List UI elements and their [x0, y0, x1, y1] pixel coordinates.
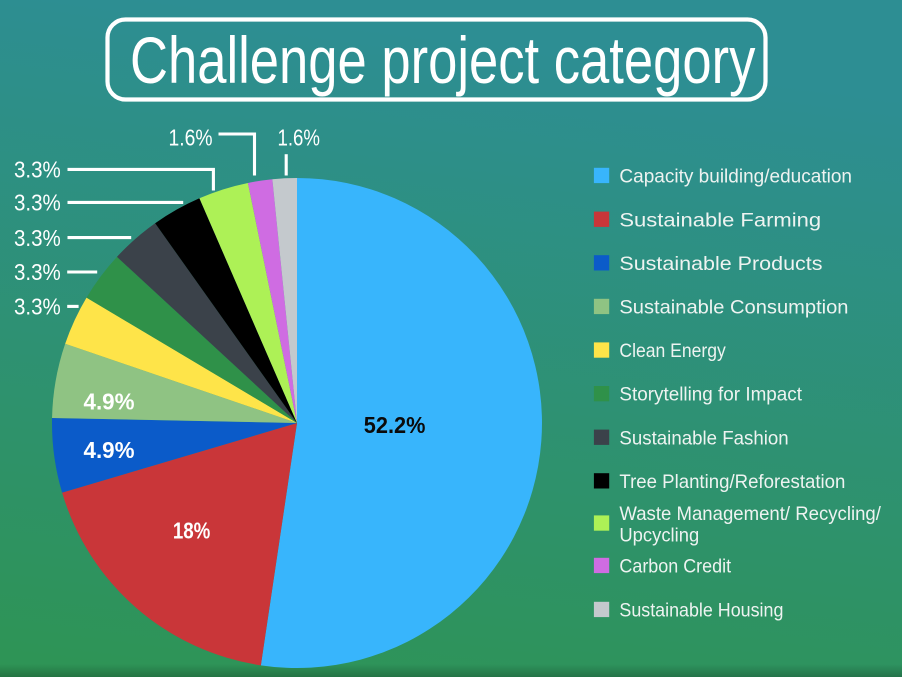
svg-text:Carbon Credit: Carbon Credit: [619, 556, 731, 578]
svg-text:Sustainable Products: Sustainable Products: [619, 253, 822, 275]
svg-text:Upcycling: Upcycling: [619, 524, 699, 546]
svg-text:3.3%: 3.3%: [14, 225, 61, 251]
svg-text:4.9%: 4.9%: [84, 437, 135, 463]
svg-text:Capacity building/education: Capacity building/education: [619, 166, 852, 188]
svg-text:Clean Energy: Clean Energy: [619, 340, 726, 362]
svg-text:4.9%: 4.9%: [84, 388, 135, 414]
svg-text:Sustainable Housing: Sustainable Housing: [619, 600, 783, 622]
svg-text:1.6%: 1.6%: [278, 125, 321, 151]
svg-text:3.3%: 3.3%: [14, 294, 61, 320]
svg-text:Sustainable Farming: Sustainable Farming: [619, 209, 821, 231]
svg-text:3.3%: 3.3%: [14, 190, 61, 216]
svg-text:Challenge project category: Challenge project category: [130, 23, 755, 97]
svg-text:52.2%: 52.2%: [364, 412, 426, 438]
svg-text:Sustainable Consumption: Sustainable Consumption: [619, 297, 848, 319]
svg-text:3.3%: 3.3%: [14, 259, 61, 285]
svg-text:Storytelling for Impact: Storytelling for Impact: [619, 384, 802, 406]
svg-text:Tree Planting/Reforestation: Tree Planting/Reforestation: [619, 471, 845, 493]
svg-text:Sustainable Fashion: Sustainable Fashion: [619, 427, 788, 449]
svg-text:3.3%: 3.3%: [14, 157, 61, 183]
svg-text:18%: 18%: [173, 518, 211, 544]
svg-text:Waste Management/ Recycling/: Waste Management/ Recycling/: [619, 503, 881, 525]
svg-text:1.6%: 1.6%: [169, 125, 213, 151]
